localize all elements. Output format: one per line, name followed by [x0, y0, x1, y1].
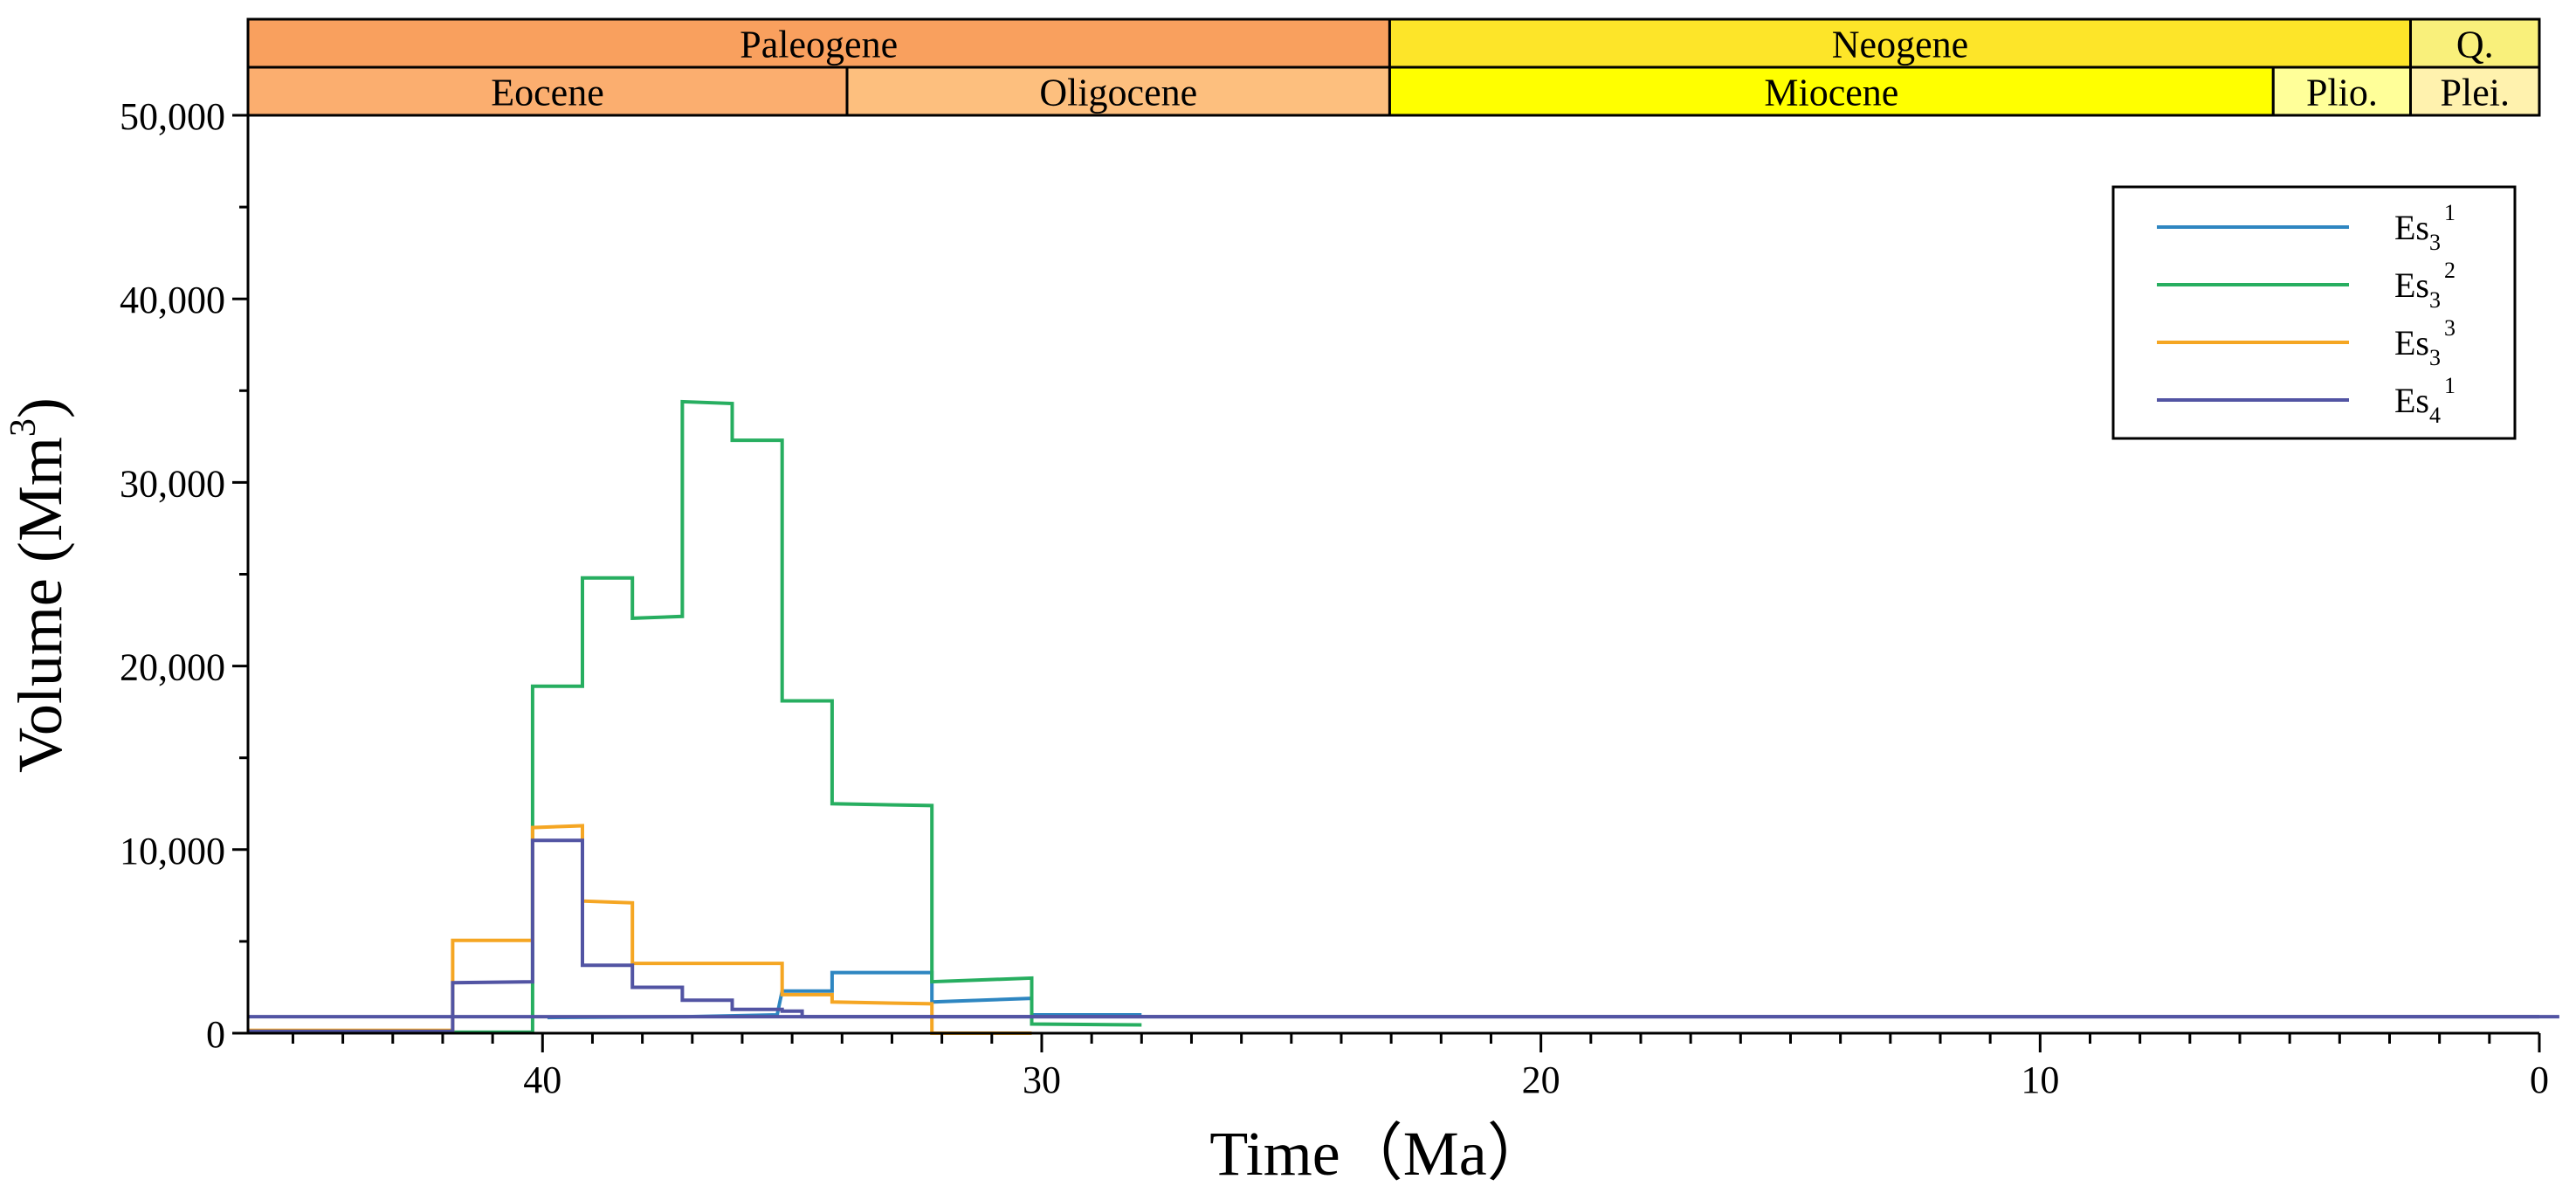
epoch-label-plei: Plei. — [2441, 72, 2510, 114]
period-band-neogene — [1388, 17, 2413, 69]
legend-label: Es33 — [2394, 315, 2455, 370]
period-label-neogene: Neogene — [1832, 24, 1968, 66]
geologic-timescale: Paleogene Neogene Q. Eocene Oligocene Miocene… — [246, 17, 2541, 117]
series-line-es3-3 — [248, 824, 1032, 1035]
x-axis-label: Time（Ma） — [1209, 1119, 1549, 1189]
chart-series — [248, 399, 2559, 1035]
x-tick-label: 20 — [1522, 1059, 1560, 1101]
epoch-band-oligocene — [845, 66, 1391, 117]
y-tick-label: 40,000 — [120, 279, 225, 321]
y-tick-label: 0 — [206, 1013, 225, 1056]
epoch-band-miocene — [1388, 66, 2275, 117]
legend-label: Es41 — [2394, 373, 2455, 428]
epoch-label-oligocene: Oligocene — [1039, 72, 1197, 114]
y-tick-label: 10,000 — [120, 830, 225, 872]
series-line-es3-1 — [547, 970, 1142, 1020]
y-axis-label: Volume (Mm3) — [3, 397, 75, 773]
x-tick-label: 0 — [2530, 1059, 2549, 1101]
epoch-band-plei — [2409, 66, 2541, 117]
y-tick-label: 50,000 — [120, 95, 225, 138]
chart-axes: 0 10,000 20,000 30,000 40,000 50,000 40 30 20 10 0 — [120, 95, 2549, 1101]
x-tick-label: 40 — [523, 1059, 561, 1101]
period-band-paleogene — [246, 17, 1391, 69]
epoch-label-eocene: Eocene — [491, 72, 603, 114]
period-label-q: Q. — [2456, 24, 2494, 66]
epoch-label-plio: Plio. — [2306, 72, 2378, 114]
period-label-paleogene: Paleogene — [740, 24, 898, 66]
x-tick-label: 30 — [1023, 1059, 1061, 1101]
series-line-es3-2 — [248, 399, 1142, 1034]
epoch-band-plio — [2271, 66, 2413, 117]
series-line-es4-1 — [248, 838, 2539, 1033]
legend-label: Es32 — [2394, 258, 2455, 313]
x-tick-label: 10 — [2021, 1059, 2059, 1101]
legend-label: Es31 — [2394, 200, 2455, 255]
y-tick-label: 20,000 — [120, 646, 225, 689]
y-tick-label: 30,000 — [120, 462, 225, 505]
epoch-label-miocene: Miocene — [1764, 72, 1898, 114]
